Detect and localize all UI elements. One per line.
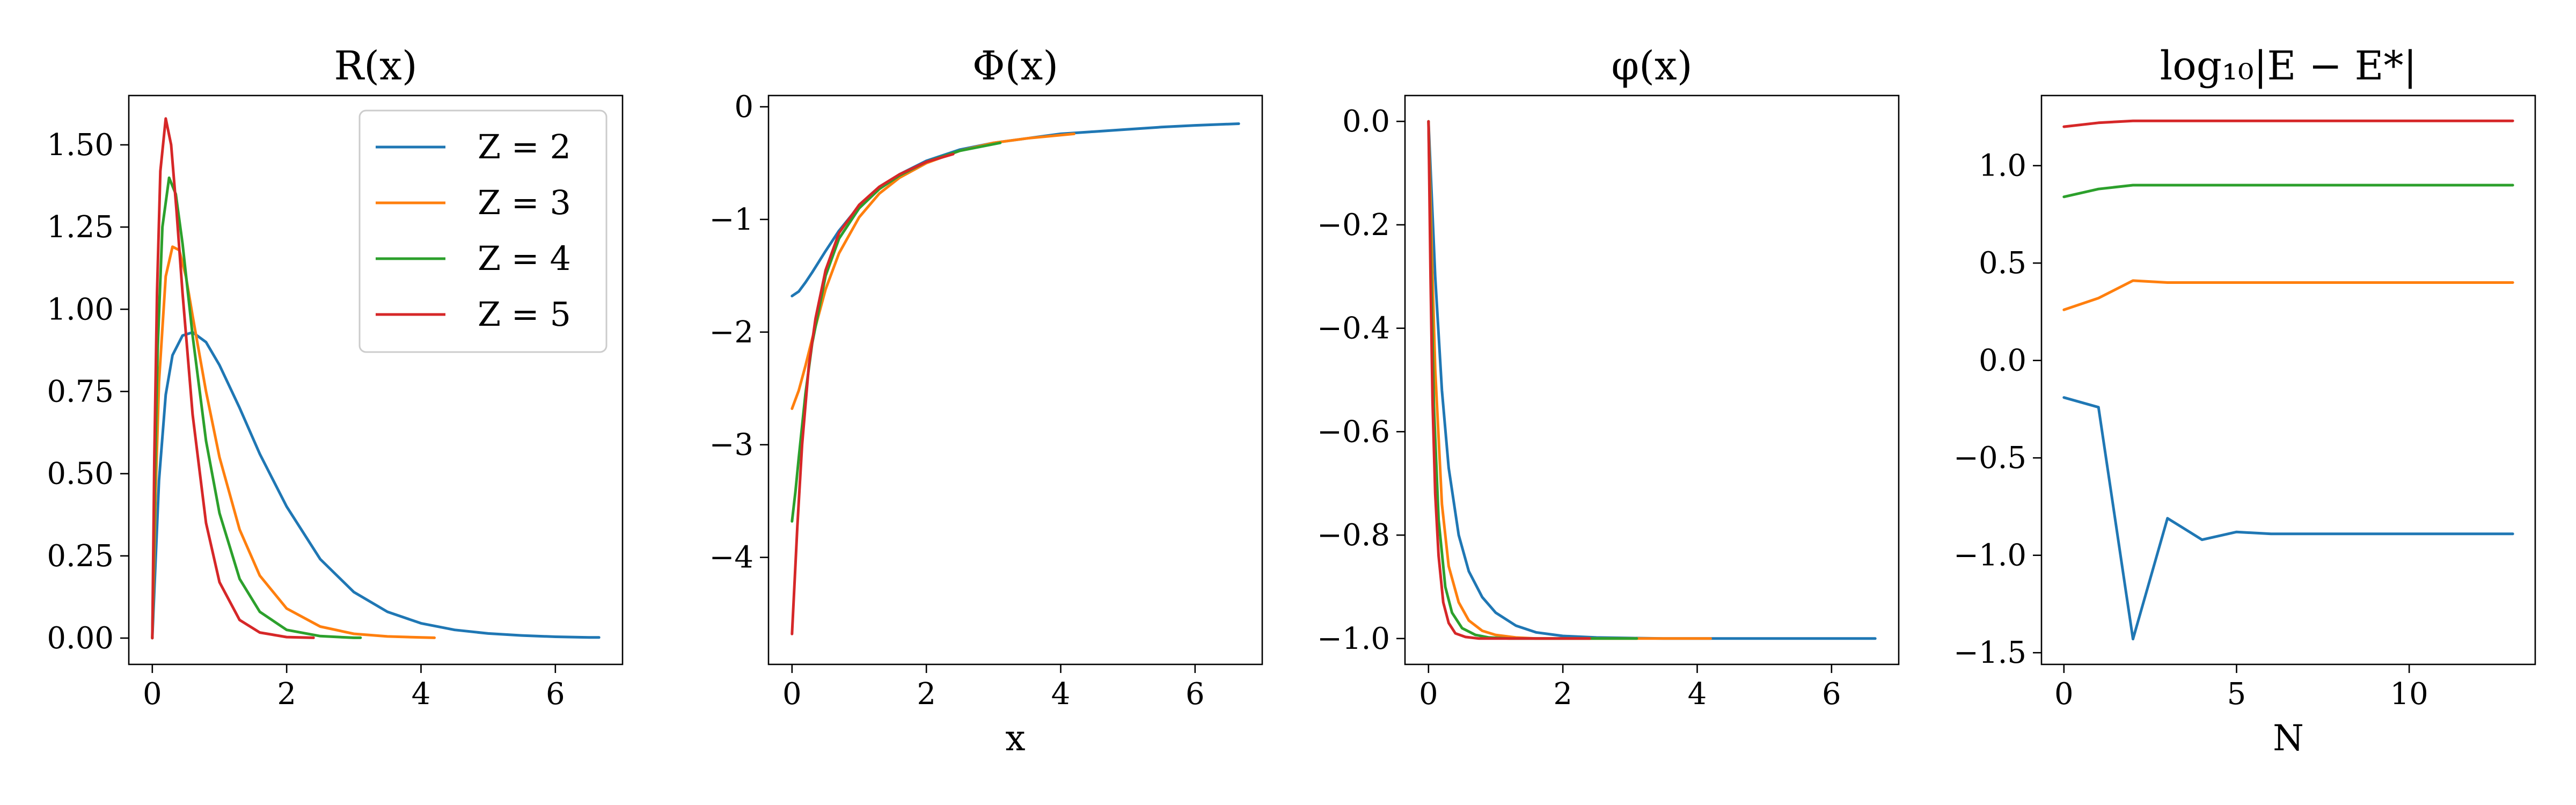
y-tick-label: 0.25: [47, 539, 114, 574]
y-tick-label: −0.6: [1317, 414, 1390, 449]
series-line-z-4: [791, 141, 1002, 523]
x-tick-label: 6: [1822, 677, 1841, 712]
y-tick-label: −1.0: [1317, 621, 1390, 656]
legend-entry-label: Z = 3: [478, 183, 571, 222]
panel-title: R(x): [334, 43, 417, 89]
x-axis-label: x: [1005, 718, 1025, 759]
y-tick-label: 0.00: [47, 621, 114, 656]
x-tick-label: 0: [2054, 677, 2074, 712]
series-line-z-4: [1427, 120, 1638, 640]
series-line-z-3: [1427, 120, 1712, 640]
x-tick-label: 4: [412, 677, 431, 712]
y-tick-label: −0.8: [1317, 518, 1390, 553]
legend-entry-label: Z = 4: [478, 239, 571, 278]
y-tick-label: −0.4: [1317, 311, 1390, 346]
series-line-z-2: [1427, 120, 1877, 640]
x-tick-label: 5: [2227, 677, 2246, 712]
y-tick-label: −4: [709, 540, 753, 575]
series-line-z-2: [151, 331, 601, 640]
y-tick-label: −1: [709, 202, 753, 237]
series-line-z-5: [791, 152, 955, 635]
panel-title: log₁₀|E − E*|: [2160, 43, 2417, 89]
chart-panel-2: 0 2 4 6 −4 −3 −2 −1 0 Φ(x) x: [709, 43, 1263, 759]
x-tick-label: 4: [1051, 677, 1071, 712]
series-line-z-4: [2062, 184, 2514, 199]
y-tick-label: 1.50: [47, 128, 114, 163]
series-line-z-3: [791, 132, 1075, 410]
x-tick-label: 2: [917, 677, 936, 712]
series-line-z-2: [2062, 396, 2514, 641]
legend: Z = 2 Z = 3 Z = 4 Z = 5: [358, 109, 608, 353]
x-tick-label: 10: [2390, 677, 2428, 712]
panel-title: φ(x): [1611, 43, 1692, 89]
axes-frame: [767, 94, 1263, 665]
x-tick-label: 6: [546, 677, 565, 712]
axes-frame: [128, 94, 624, 665]
y-tick-label: 0.5: [1979, 246, 2026, 281]
x-tick-label: 0: [1419, 677, 1438, 712]
y-tick-label: −1.0: [1953, 538, 2026, 573]
x-tick-label: 2: [277, 677, 296, 712]
chart-panel-1: 0 2 4 6 0.00 0.25 0.50 0.75 1.00 1.25 1.50 R(x) Z = …: [47, 43, 624, 712]
axes-frame: [2040, 94, 2536, 665]
y-tick-label: −3: [709, 428, 753, 463]
y-tick-label: 0.75: [47, 374, 114, 409]
chart-panel-3: 0 2 4 6 −1.0 −0.8 −0.6 −0.4 −0.2 0.0 φ(x): [1317, 43, 1900, 712]
y-tick-label: −0.2: [1317, 208, 1390, 243]
y-tick-label: 0.50: [47, 457, 114, 492]
x-tick-label: 4: [1688, 677, 1707, 712]
y-tick-label: 1.00: [47, 292, 114, 327]
panel-title: Φ(x): [972, 43, 1058, 89]
series-line-z-4: [151, 176, 362, 640]
y-tick-label: 1.25: [47, 210, 114, 245]
y-tick-label: −0.5: [1953, 441, 2026, 475]
x-tick-label: 6: [1185, 677, 1205, 712]
chart-panel-4: 0 5 10 −1.5 −1.0 −0.5 0.0 0.5 1.0 log₁₀|E − E*| N: [1953, 43, 2536, 759]
x-tick-label: 0: [782, 677, 802, 712]
y-tick-label: 0.0: [1979, 343, 2026, 378]
x-tick-label: 2: [1553, 677, 1572, 712]
axes-frame: [1404, 94, 1900, 665]
y-tick-label: 0.0: [1342, 104, 1390, 139]
series-line-z-5: [151, 117, 315, 640]
y-tick-label: −1.5: [1953, 635, 2026, 670]
x-axis-label: N: [2273, 718, 2304, 759]
series-line-z-3: [151, 245, 436, 640]
x-tick-label: 0: [143, 677, 162, 712]
series-line-z-3: [2062, 279, 2514, 311]
series-line-z-5: [1427, 120, 1591, 640]
y-tick-label: −2: [709, 315, 753, 350]
legend-entry-label: Z = 5: [478, 295, 571, 334]
legend-box: [358, 109, 608, 353]
legend-entry-label: Z = 2: [478, 127, 571, 166]
series-line-z-5: [2062, 119, 2514, 128]
y-tick-label: 1.0: [1979, 149, 2026, 184]
y-tick-label: 0: [734, 90, 753, 125]
